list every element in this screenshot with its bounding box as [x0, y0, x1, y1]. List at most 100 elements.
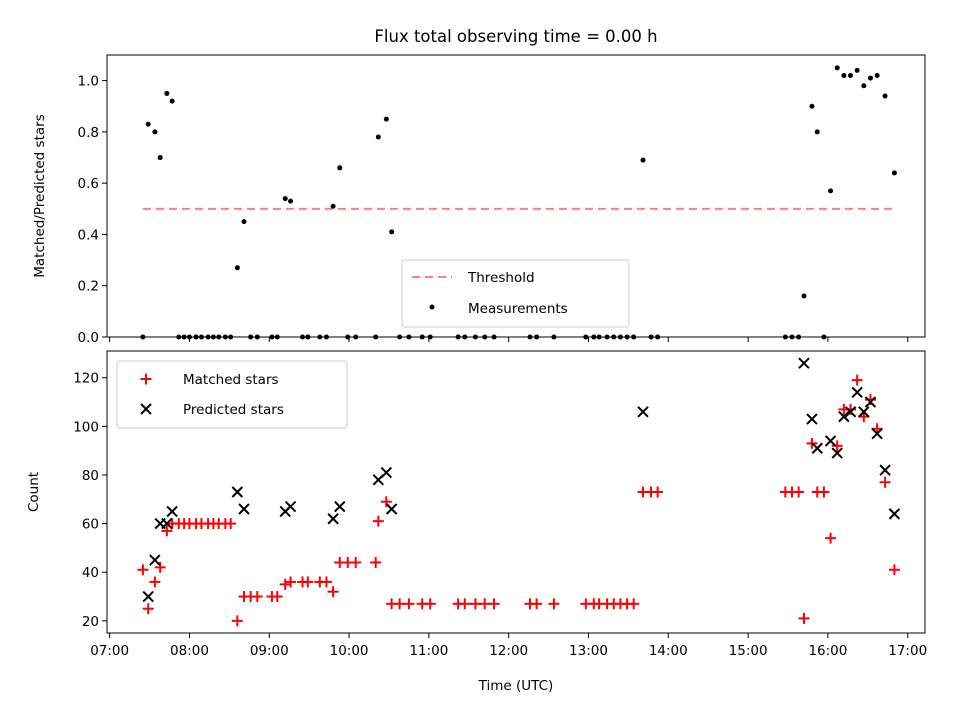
matched-star-point: [137, 564, 149, 576]
predicted-star-point: [238, 503, 250, 515]
matched-star-point: [798, 612, 810, 624]
matched-star-point: [161, 525, 173, 537]
predicted-star-point: [385, 503, 398, 515]
predicted-star-point: [637, 406, 649, 418]
predicted-star-point: [327, 513, 339, 525]
matched-star-point: [628, 598, 640, 610]
measurement-point: [241, 219, 247, 225]
matched-star-point: [380, 496, 392, 508]
measurement-point: [891, 170, 897, 176]
count-points: [137, 357, 901, 627]
matched-star-point: [793, 486, 805, 498]
matched-star-point: [372, 515, 384, 527]
predicted-star-point: [831, 447, 843, 459]
top-y-axis-label: Matched/Predicted stars: [32, 114, 48, 277]
matched-star-point: [320, 576, 332, 588]
matched-star-point: [851, 374, 863, 386]
legend-measurements-label: Measurements: [468, 301, 568, 317]
measurement-point: [841, 73, 847, 79]
y-tick-label: 1.0: [78, 74, 99, 90]
legend-threshold-label: Threshold: [467, 270, 535, 286]
matched-star-point: [806, 437, 818, 449]
bottom-legend-box: [116, 360, 348, 429]
y-tick-label: 40: [82, 565, 99, 581]
measurement-point: [861, 83, 867, 89]
y-tick-label: 0.8: [78, 125, 99, 141]
predicted-star-point: [858, 406, 870, 418]
measurement-point: [882, 93, 888, 99]
legend-matched-label: Matched stars: [183, 372, 279, 388]
matched-star-point: [370, 557, 382, 568]
measurement-point: [337, 165, 343, 171]
x-axis-label: Time (UTC): [478, 678, 554, 694]
top-legend: Threshold Measurements: [401, 259, 630, 328]
measurement-point: [145, 121, 151, 127]
legend-x-marker: [140, 403, 152, 415]
legend-predicted-label: Predicted stars: [183, 402, 284, 418]
x-tick-label: 13:00: [569, 643, 608, 659]
matched-star-point: [225, 518, 237, 530]
y-tick-label: 60: [82, 517, 99, 533]
measurement-point: [828, 188, 834, 194]
predicted-star-point: [149, 554, 161, 566]
matched-star-point: [479, 598, 491, 610]
matched-star-point: [818, 486, 830, 498]
measurement-point: [854, 67, 860, 73]
measurement-point: [288, 198, 294, 204]
matched-star-point: [531, 598, 543, 610]
measurement-point: [874, 73, 880, 79]
bottom-x-ticks: 07:00 08:00 09:00 10:00 11:00 12:00 13:00 14:00…: [90, 633, 927, 659]
matched-star-point: [879, 476, 891, 488]
matched-star-point: [149, 576, 161, 588]
predicted-star-point: [824, 435, 837, 447]
top-y-ticks: 0.0 0.2 0.4 0.6 0.8 1.0: [78, 74, 107, 346]
predicted-star-point: [798, 357, 810, 369]
matched-star-point: [327, 586, 339, 598]
y-tick-label: 0.4: [78, 227, 99, 243]
matched-star-point: [424, 598, 436, 610]
matched-star-point: [350, 557, 362, 568]
bottom-y-ticks: 20 40 60 80 100 120: [73, 371, 107, 630]
matched-star-point: [251, 591, 263, 603]
legend-matched-swatch: [140, 373, 152, 385]
x-tick-label: 12:00: [489, 643, 528, 659]
predicted-star-point: [166, 505, 178, 518]
measurement-point: [848, 73, 854, 79]
y-tick-label: 20: [82, 614, 99, 630]
matched-star-point: [888, 564, 900, 576]
predicted-star-point: [806, 413, 818, 425]
predicted-star-point: [380, 466, 393, 479]
matched-star-point: [394, 598, 406, 610]
predicted-star-point: [871, 427, 883, 440]
predicted-star-point: [844, 406, 857, 418]
measurement-point: [834, 65, 840, 71]
measurement-point: [640, 157, 646, 163]
bottom-plot-frame: [106, 350, 926, 634]
matched-star-point: [142, 603, 154, 615]
x-tick-label: 17:00: [888, 643, 927, 659]
matched-star-point: [469, 598, 481, 610]
matched-star-point: [488, 598, 500, 610]
predicted-star-point: [161, 517, 173, 530]
predicted-star-point: [838, 410, 850, 423]
predicted-star-point: [879, 464, 891, 476]
matched-star-point: [231, 615, 243, 627]
matched-star-point: [285, 576, 297, 588]
predicted-star-point: [231, 486, 244, 498]
y-tick-label: 80: [82, 468, 99, 484]
y-tick-label: 100: [73, 419, 99, 435]
x-tick-label: 09:00: [250, 643, 289, 659]
measurement-point: [801, 293, 807, 299]
y-tick-label: 120: [73, 371, 99, 387]
measurement-point: [389, 229, 395, 235]
predicted-star-point: [888, 508, 901, 520]
predicted-star-point: [851, 386, 863, 399]
x-tick-label: 16:00: [808, 643, 847, 659]
measurement-point: [157, 155, 163, 161]
measurement-point: [375, 134, 381, 140]
matched-star-point: [403, 598, 415, 610]
y-tick-label: 0.2: [78, 279, 99, 295]
y-tick-label: 0.6: [78, 176, 99, 192]
y-tick-label: 0.0: [78, 330, 99, 346]
measurement-point: [383, 116, 389, 122]
